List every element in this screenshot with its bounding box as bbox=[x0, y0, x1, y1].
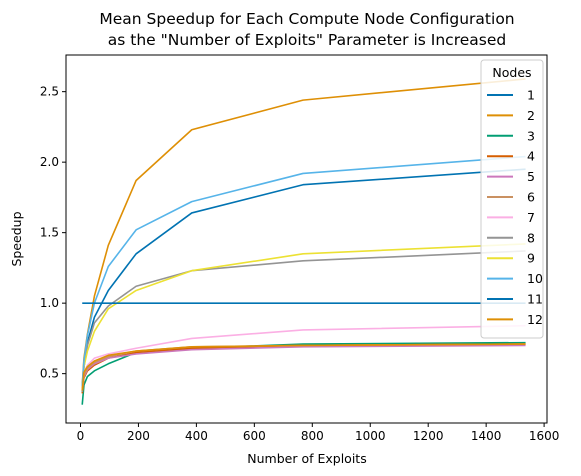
x-tick-label: 400 bbox=[185, 429, 208, 443]
x-tick-label: 0 bbox=[77, 429, 85, 443]
legend-label-8: 8 bbox=[527, 230, 535, 245]
x-tick-label: 1000 bbox=[355, 429, 386, 443]
x-tick-label: 600 bbox=[243, 429, 266, 443]
legend-label-3: 3 bbox=[527, 128, 535, 143]
legend-label-9: 9 bbox=[527, 251, 535, 266]
series-layer bbox=[81, 78, 526, 405]
series-line-10 bbox=[81, 155, 526, 387]
series-line-4 bbox=[81, 343, 526, 394]
legend-label-11: 11 bbox=[527, 292, 543, 307]
series-line-9 bbox=[81, 243, 526, 391]
legend-label-7: 7 bbox=[527, 210, 535, 225]
series-line-8 bbox=[81, 250, 526, 393]
x-axis-label: Number of Exploits bbox=[247, 451, 366, 466]
series-line-5 bbox=[81, 344, 526, 391]
x-tick-label: 1400 bbox=[471, 429, 502, 443]
y-tick-label: 0.5 bbox=[40, 367, 59, 381]
legend-title: Nodes bbox=[492, 65, 531, 80]
y-axis: 0.5 1.0 1.5 2.0 2.5 bbox=[40, 85, 66, 381]
series-line-12 bbox=[81, 343, 526, 391]
legend-label-10: 10 bbox=[527, 271, 543, 286]
x-tick-label: 1600 bbox=[529, 429, 560, 443]
legend-label-6: 6 bbox=[527, 190, 535, 205]
x-tick-label: 200 bbox=[127, 429, 150, 443]
legend-label-4: 4 bbox=[527, 149, 535, 164]
y-tick-label: 2.0 bbox=[40, 155, 59, 169]
chart-title-line1: Mean Speedup for Each Compute Node Confi… bbox=[99, 10, 514, 28]
legend-label-2: 2 bbox=[527, 108, 535, 123]
y-tick-label: 1.0 bbox=[40, 296, 59, 310]
y-tick-label: 2.5 bbox=[40, 85, 59, 99]
x-tick-label: 800 bbox=[301, 429, 324, 443]
y-tick-label: 1.5 bbox=[40, 226, 59, 240]
series-line-1 bbox=[81, 168, 526, 388]
x-tick-label: 1200 bbox=[413, 429, 444, 443]
plot-frame bbox=[65, 54, 548, 424]
y-axis-label: Speedup bbox=[9, 211, 24, 266]
legend-label-5: 5 bbox=[527, 169, 535, 184]
legend-label-12: 12 bbox=[527, 312, 543, 327]
series-line-7 bbox=[81, 324, 526, 388]
x-axis: 0 200 400 600 800 1000 1200 1400 1600 bbox=[77, 423, 560, 443]
legend-box bbox=[480, 59, 544, 339]
series-line-2 bbox=[81, 78, 526, 385]
chart-title-line2: as the "Number of Exploits" Parameter is… bbox=[108, 31, 506, 49]
legend-label-1: 1 bbox=[527, 88, 535, 103]
